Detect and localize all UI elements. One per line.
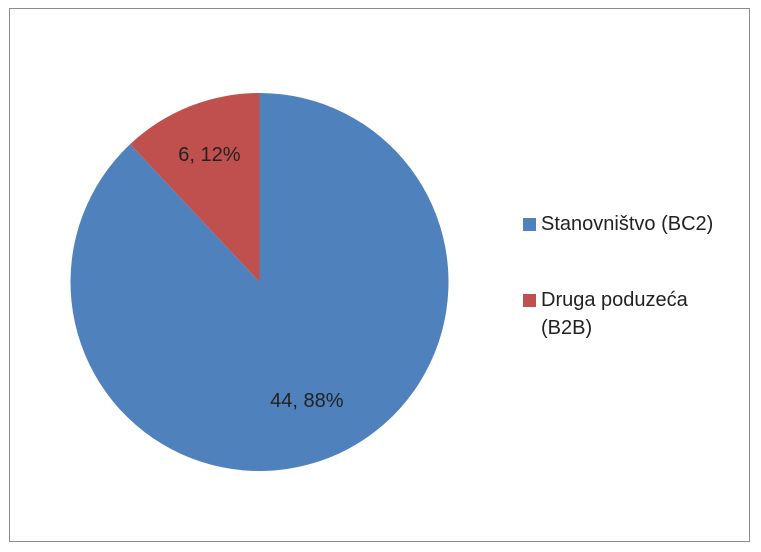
data-label-druga-poduzeca: 6, 12% bbox=[178, 144, 240, 166]
legend: Stanovništvo (BC2) Druga poduzeća (B2B) bbox=[523, 210, 743, 390]
legend-item-druga-poduzeca: Druga poduzeća (B2B) bbox=[523, 286, 743, 342]
legend-label-stanovnistvo: Stanovništvo (BC2) bbox=[541, 210, 731, 238]
data-label-stanovnistvo: 44, 88% bbox=[270, 390, 344, 412]
legend-swatch-stanovnistvo bbox=[523, 218, 536, 231]
legend-swatch-druga-poduzeca bbox=[523, 294, 536, 307]
legend-label-druga-poduzeca: Druga poduzeća (B2B) bbox=[541, 286, 731, 342]
legend-item-stanovnistvo: Stanovništvo (BC2) bbox=[523, 210, 743, 238]
